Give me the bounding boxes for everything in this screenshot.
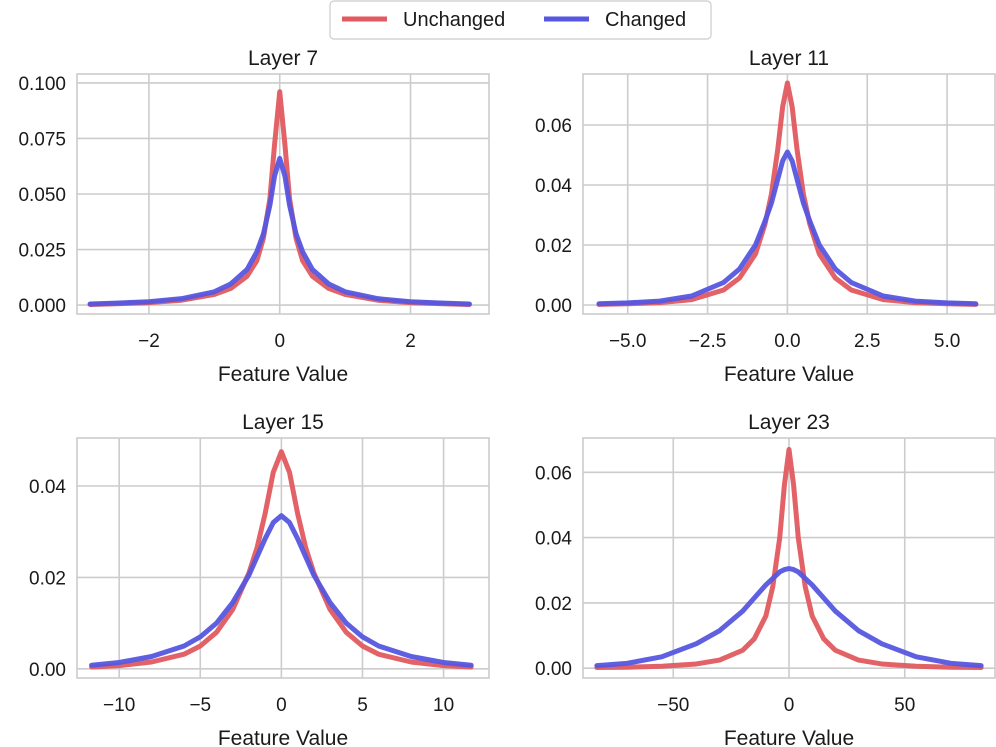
y-tick-label: 0.050 xyxy=(18,185,66,206)
x-tick-label: 10 xyxy=(433,695,454,716)
x-tick-label: 0 xyxy=(784,695,795,716)
legend-label-changed: Changed xyxy=(605,9,686,31)
x-axis-label: Feature Value xyxy=(218,363,348,386)
y-tick-label: 0.06 xyxy=(535,463,572,484)
y-tick-label: 0.06 xyxy=(535,116,572,137)
series-line-changed xyxy=(87,155,472,307)
y-tick-label: 0.02 xyxy=(535,594,572,615)
x-tick-label: 0.0 xyxy=(774,331,800,352)
panel-2: −5.0 −2.5 0.0 2.5 5.0 0.00 0.02 0.04 0.06 Layer 1… xyxy=(535,47,996,386)
y-tick-label: 0.04 xyxy=(535,176,572,197)
y-tick-label: 0.00 xyxy=(535,296,572,317)
y-tick-label: 0.000 xyxy=(18,296,66,317)
axes-frame xyxy=(582,73,996,315)
x-tick-label: −5.0 xyxy=(609,331,647,352)
legend-frame xyxy=(329,0,712,40)
y-tick-label: 0.00 xyxy=(535,659,572,680)
legend-label-unchanged: Unchanged xyxy=(403,9,505,31)
y-tick-label: 0.00 xyxy=(29,660,66,681)
x-tick-label: 2 xyxy=(405,331,416,352)
y-tick-label: 0.04 xyxy=(29,477,66,498)
legend: Unchanged Changed xyxy=(329,0,712,40)
axes-frame xyxy=(76,73,490,315)
series-line-changed xyxy=(89,513,474,668)
x-tick-label: −2.5 xyxy=(689,331,727,352)
x-tick-label: −5 xyxy=(189,695,211,716)
series-line-unchanged xyxy=(89,449,474,670)
series-line-unchanged xyxy=(594,446,984,671)
x-axis-label: Feature Value xyxy=(724,363,854,386)
panel-4: −50 0 50 0.00 0.02 0.04 0.06 Layer 23 Feature Va… xyxy=(535,411,996,747)
x-tick-label: 0 xyxy=(276,695,287,716)
axes-frame xyxy=(76,437,490,679)
y-tick-label: 0.075 xyxy=(18,129,66,150)
x-tick-label: −10 xyxy=(103,695,135,716)
panel-title: Layer 23 xyxy=(748,411,830,434)
y-tick-label: 0.02 xyxy=(29,568,66,589)
x-axis-label: Feature Value xyxy=(218,727,348,747)
x-axis-label: Feature Value xyxy=(724,727,854,747)
x-tick-label: 5 xyxy=(357,695,368,716)
x-tick-label: 2.5 xyxy=(854,331,880,352)
series-line-unchanged xyxy=(596,80,979,307)
x-tick-label: −50 xyxy=(657,695,689,716)
y-tick-label: 0.100 xyxy=(18,74,66,95)
axes-frame xyxy=(582,437,996,679)
panel-1: −2 0 2 0.000 0.025 0.050 0.075 0.100 Layer 7 Feat… xyxy=(18,47,490,386)
panel-title: Layer 7 xyxy=(248,47,318,70)
panel-title: Layer 11 xyxy=(749,47,829,70)
panel-3: −10 −5 0 5 10 0.00 0.02 0.04 Layer 15 Feature Val… xyxy=(29,411,490,747)
y-tick-label: 0.02 xyxy=(535,236,572,257)
x-tick-label: 0 xyxy=(274,331,285,352)
x-tick-label: −2 xyxy=(138,331,160,352)
series-line-changed xyxy=(594,566,984,669)
x-tick-label: 5.0 xyxy=(934,331,960,352)
x-tick-label: 50 xyxy=(894,695,915,716)
y-tick-label: 0.04 xyxy=(535,529,572,550)
y-tick-label: 0.025 xyxy=(18,241,66,262)
panel-title: Layer 15 xyxy=(242,411,324,434)
series-line-changed xyxy=(596,149,979,307)
